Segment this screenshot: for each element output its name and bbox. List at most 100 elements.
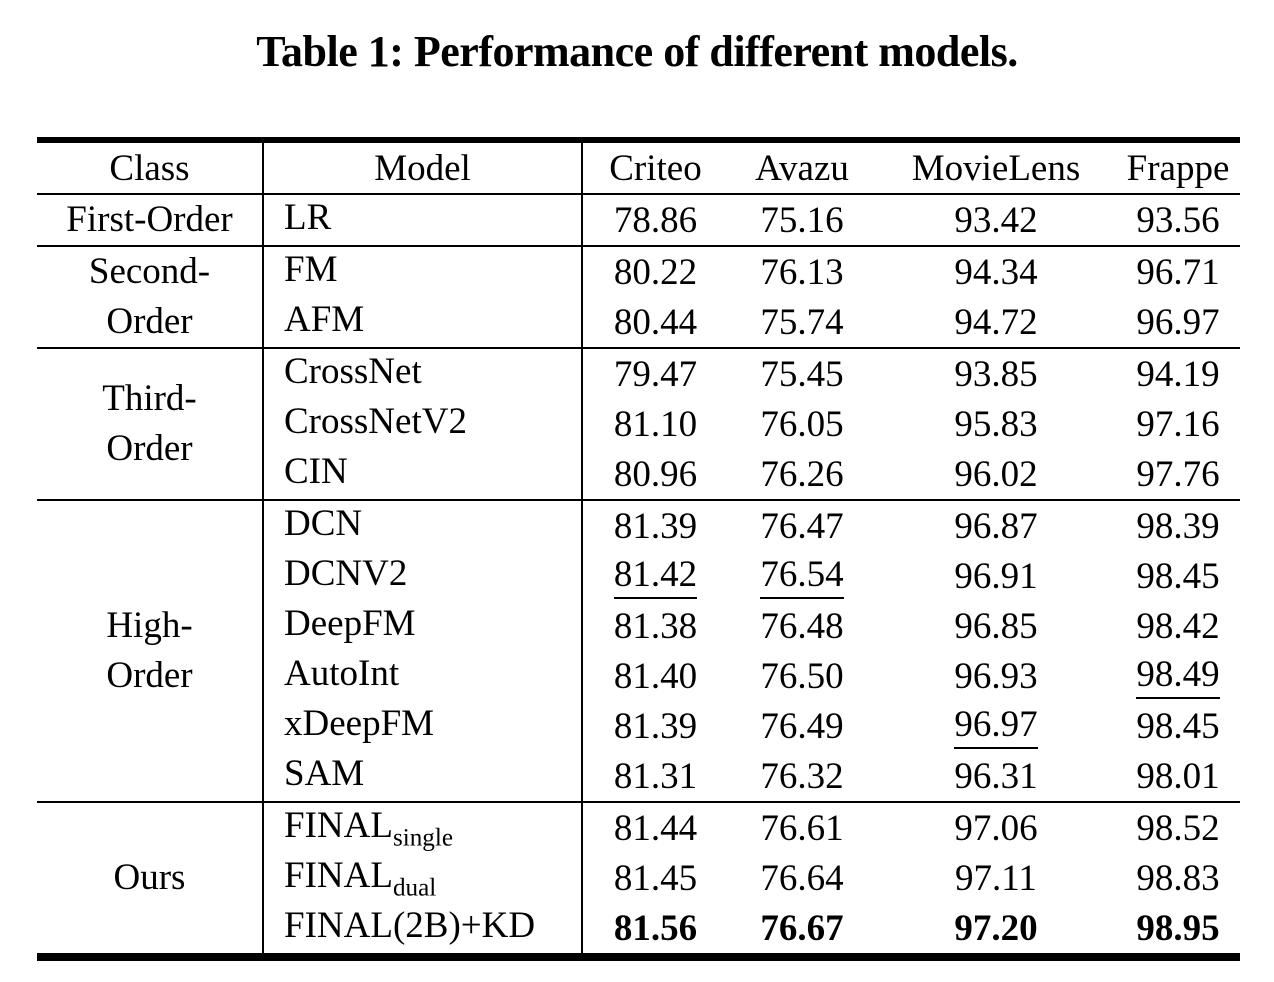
- value-cell: 81.10: [613, 403, 698, 445]
- value-cell: 98.42: [1136, 605, 1220, 647]
- table-row: DCNV2 81.42 76.54 96.91 98.45: [37, 551, 1240, 601]
- table-row: SAM 81.31 76.32 96.31 98.01: [37, 751, 1240, 802]
- value-cell: 96.93: [954, 655, 1038, 697]
- model-name: FINAL(2B)+KD: [263, 903, 583, 957]
- header-row: Class Model Criteo Avazu MovieLens Frapp…: [37, 140, 1240, 195]
- value-cell: 95.83: [954, 403, 1038, 445]
- table-row: AFM 80.44 75.74 94.72 96.97: [37, 297, 1240, 348]
- value-cell: 97.20: [954, 907, 1038, 949]
- table-row: CrossNetV2 81.10 76.05 95.83 97.16: [37, 399, 1240, 449]
- value-cell: 97.16: [1136, 403, 1220, 445]
- table-row: DeepFM 81.38 76.48 96.85 98.42: [37, 601, 1240, 651]
- table-row: Second- Order FM 80.22 76.13 94.34 96.71: [37, 245, 1240, 348]
- value-cell: 76.61: [728, 801, 876, 853]
- value-cell: 94.19: [1116, 347, 1240, 399]
- value-cell: 93.42: [954, 199, 1038, 241]
- model-name: DCN: [263, 499, 583, 551]
- value-cell: 76.26: [760, 453, 844, 495]
- value-cell: 76.50: [760, 655, 844, 697]
- value-cell: 81.44: [582, 801, 728, 853]
- value-cell: 79.47: [582, 347, 728, 399]
- value-cell: 96.97: [876, 701, 1116, 751]
- model-name: FM: [263, 245, 583, 297]
- header-class: Class: [37, 140, 264, 195]
- table-row: xDeepFM 81.39 76.49 96.97 98.45: [37, 701, 1240, 751]
- value-cell: 93.85: [876, 347, 1116, 399]
- value-cell: 76.67: [760, 907, 844, 949]
- value-cell: 97.76: [1136, 453, 1220, 495]
- model-name: AFM: [263, 297, 583, 348]
- value-cell: 81.56: [613, 907, 698, 949]
- value-cell: 96.31: [954, 755, 1038, 797]
- header-model: Model: [263, 140, 583, 195]
- value-cell: 98.01: [1136, 755, 1220, 797]
- value-cell: 76.32: [760, 755, 844, 797]
- table-row: CIN 80.96 76.26 96.02 97.76: [37, 449, 1240, 500]
- model-name: FINALsingle: [263, 801, 583, 853]
- table-row: Ours FINALsingle 81.44 76.61 97.06 98.52: [37, 801, 1240, 957]
- model-name: FINALdual: [263, 853, 583, 903]
- model-name: SAM: [263, 751, 583, 802]
- class-cell: Second- Order: [37, 245, 264, 348]
- value-cell: 97.06: [876, 801, 1116, 853]
- header-avazu: Avazu: [728, 140, 876, 195]
- value-cell: 96.97: [1136, 301, 1220, 343]
- class-cell: High- Order: [37, 499, 264, 802]
- value-cell: 98.52: [1116, 801, 1240, 853]
- value-cell: 98.39: [1116, 499, 1240, 551]
- value-cell: 96.85: [954, 605, 1038, 647]
- class-cell: Third- Order: [37, 347, 264, 500]
- header-frappe: Frappe: [1116, 140, 1240, 195]
- model-name: LR: [263, 194, 583, 246]
- value-cell: 80.44: [613, 301, 698, 343]
- value-cell: 81.39: [613, 705, 698, 747]
- model-name: CrossNet: [263, 347, 583, 399]
- table-row: AutoInt 81.40 76.50 96.93 98.49: [37, 651, 1240, 701]
- value-cell: 81.40: [613, 655, 698, 697]
- value-cell: 98.83: [1136, 857, 1220, 899]
- model-name: CrossNetV2: [263, 399, 583, 449]
- value-cell: 94.72: [954, 301, 1038, 343]
- value-cell: 94.34: [876, 245, 1116, 297]
- class-cell: Ours: [37, 801, 264, 957]
- value-cell: 76.48: [760, 605, 844, 647]
- value-cell: 78.86: [613, 199, 698, 241]
- value-cell: 76.54: [728, 551, 876, 601]
- table-row: First-Order LR 78.86 75.16 93.42 93.56: [37, 194, 1240, 246]
- value-cell: 98.95: [1136, 907, 1220, 949]
- value-cell: 75.45: [728, 347, 876, 399]
- value-cell: 76.64: [760, 857, 844, 899]
- header-criteo: Criteo: [582, 140, 728, 195]
- model-name: CIN: [263, 449, 583, 500]
- value-cell: 75.74: [760, 301, 844, 343]
- value-cell: 96.02: [954, 453, 1038, 495]
- value-cell: 96.71: [1116, 245, 1240, 297]
- table-row: High- Order DCN 81.39 76.47 96.87 98.39: [37, 499, 1240, 802]
- value-cell: 98.45: [1136, 705, 1220, 747]
- header-movielens: MovieLens: [876, 140, 1116, 195]
- value-cell: 98.45: [1136, 555, 1220, 597]
- class-cell: First-Order: [37, 194, 264, 246]
- value-cell: 93.56: [1136, 199, 1220, 241]
- value-cell: 98.49: [1116, 651, 1240, 701]
- value-cell: 76.47: [728, 499, 876, 551]
- model-name: xDeepFM: [263, 701, 583, 751]
- value-cell: 81.45: [613, 857, 698, 899]
- value-cell: 81.39: [582, 499, 728, 551]
- value-cell: 97.11: [955, 857, 1037, 899]
- table-row: FINAL(2B)+KD 81.56 76.67 97.20 98.95: [37, 903, 1240, 957]
- value-cell: 81.38: [613, 605, 698, 647]
- table-caption: Table 1: Performance of different models…: [256, 27, 1018, 76]
- model-name: AutoInt: [263, 651, 583, 701]
- value-cell: 81.31: [613, 755, 698, 797]
- value-cell: 80.22: [582, 245, 728, 297]
- model-name: DCNV2: [263, 551, 583, 601]
- table-row: FINALdual 81.45 76.64 97.11 98.83: [37, 853, 1240, 903]
- value-cell: 76.49: [760, 705, 844, 747]
- table-row: Third- Order CrossNet 79.47 75.45 93.85 …: [37, 347, 1240, 500]
- value-cell: 96.91: [954, 555, 1038, 597]
- value-cell: 81.42: [582, 551, 728, 601]
- value-cell: 75.16: [760, 199, 844, 241]
- value-cell: 96.87: [876, 499, 1116, 551]
